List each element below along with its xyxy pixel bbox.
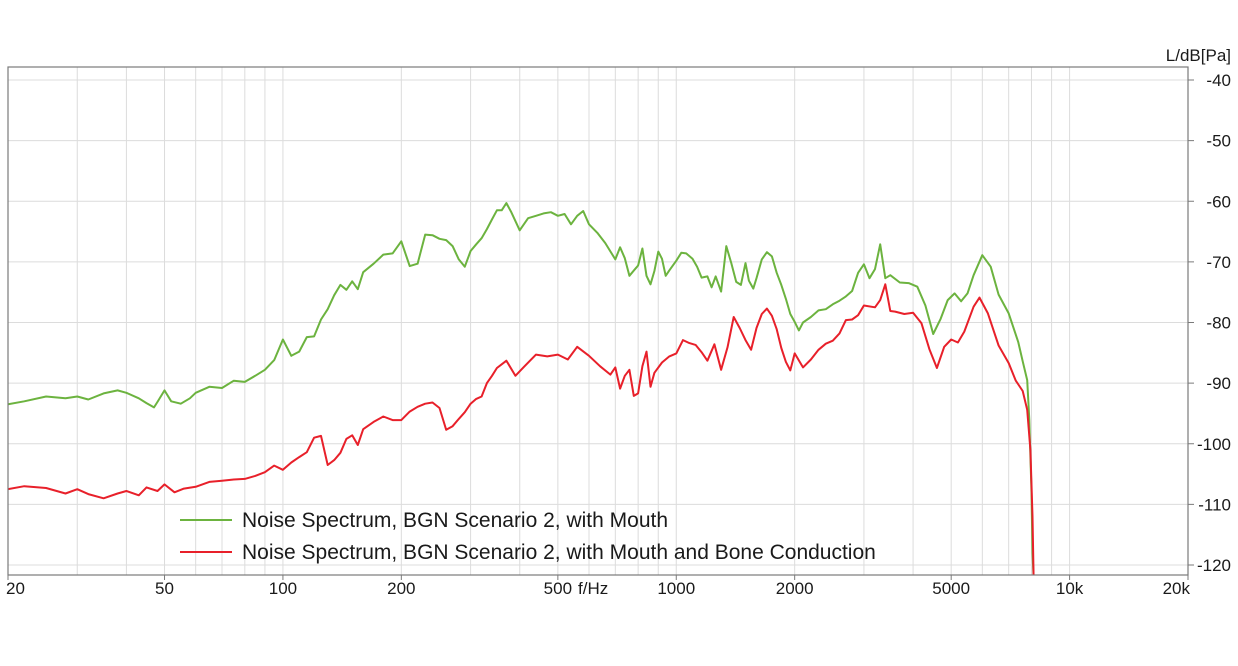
series-line-2 — [8, 283, 1035, 575]
y-tick-marks — [1188, 79, 1194, 566]
horizontal-gridlines — [8, 79, 1188, 566]
y-tick-label: -80 — [1206, 314, 1231, 333]
series-line-1 — [8, 202, 1035, 575]
y-tick-label: -70 — [1206, 253, 1231, 272]
vertical-gridlines — [7, 67, 1189, 575]
x-tick-label: 100 — [269, 579, 297, 598]
x-tick-label: 10k — [1056, 579, 1084, 598]
y-tick-label: -90 — [1206, 374, 1231, 393]
x-tick-label: 5000 — [932, 579, 970, 598]
x-tick-marks — [7, 575, 1189, 580]
x-tick-label: 20k — [1163, 579, 1191, 598]
legend-label-2: Noise Spectrum, BGN Scenario 2, with Mou… — [242, 541, 876, 564]
x-tick-label: 200 — [387, 579, 415, 598]
y-tick-label: -120 — [1197, 556, 1231, 575]
x-tick-label: 50 — [155, 579, 174, 598]
x-axis-label: f/Hz — [578, 579, 608, 598]
x-tick-label: 1000 — [657, 579, 695, 598]
y-tick-label: -100 — [1197, 435, 1231, 454]
x-tick-label: 500 — [544, 579, 572, 598]
y-tick-label: -40 — [1206, 71, 1231, 90]
legend: Noise Spectrum, BGN Scenario 2, with Mou… — [180, 509, 876, 564]
legend-label-1: Noise Spectrum, BGN Scenario 2, with Mou… — [242, 509, 668, 532]
y-axis-label: L/dB[Pa] — [1166, 46, 1231, 65]
y-tick-label: -110 — [1198, 495, 1231, 514]
y-tick-label: -60 — [1206, 192, 1231, 211]
x-tick-labels: 20 50 100 200 500 1000 2000 5000 10k 20k — [6, 579, 1190, 598]
plot-frame — [7, 66, 1189, 576]
x-tick-label: 2000 — [776, 579, 814, 598]
x-tick-label: 20 — [6, 579, 25, 598]
y-tick-label: -50 — [1206, 132, 1231, 151]
y-tick-labels: -40 -50 -60 -70 -80 -90 -100 -110 -120 — [1197, 71, 1231, 575]
series-layer — [8, 202, 1035, 575]
